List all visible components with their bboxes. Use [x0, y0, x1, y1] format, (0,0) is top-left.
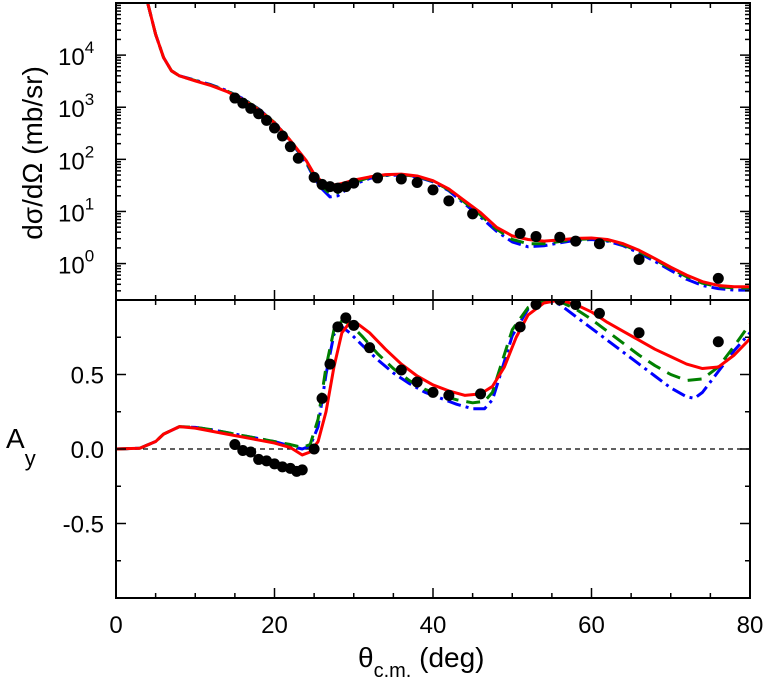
bottom-data-point: [514, 321, 526, 333]
top-data-point: [593, 238, 605, 250]
tick-exponent: 2: [85, 142, 94, 161]
top-data-point: [395, 173, 407, 185]
bottom-data-point: [411, 376, 423, 388]
top-y-tick-label: 104: [58, 38, 94, 71]
top-y-axis-title: dσ/dΩ (mb/sr): [17, 66, 48, 240]
tick-exponent: 3: [85, 90, 94, 109]
tick-base: 10: [58, 253, 85, 280]
bottom-solid-curve: [116, 300, 750, 457]
top-data-point: [284, 141, 296, 153]
bottom-data-point: [530, 300, 542, 310]
tick-base: 10: [58, 44, 85, 71]
tick-exponent: 0: [85, 247, 94, 266]
bottom-data-point: [427, 386, 439, 398]
x-tick-label: 0: [109, 612, 122, 639]
top-data-point: [633, 253, 645, 265]
bottom-data-point: [554, 300, 566, 306]
top-data-point: [467, 208, 479, 220]
bottom-data-point: [570, 300, 582, 310]
top-data-point: [269, 122, 280, 134]
axes: [115, 2, 751, 599]
bottom-data-point: [712, 336, 724, 348]
top-data-point: [348, 177, 360, 189]
x-title-main: θ: [358, 642, 374, 673]
axis-labels: 0 20 40 60 800.50.0-0.5100101102103104dσ/dΩ …: [6, 38, 763, 682]
x-tick-label: 40: [420, 612, 447, 639]
top-data-point: [253, 108, 265, 120]
bottom-data-point: [229, 439, 241, 451]
bottom-panel-curves: [116, 300, 750, 477]
x-title-unit: (deg): [411, 642, 484, 673]
top-data-point: [372, 172, 384, 184]
top-dash-dot-curve: [146, 3, 750, 292]
top-solid-curve: [146, 3, 750, 289]
bottom-data-point: [395, 364, 407, 376]
bottom-data-point: [475, 388, 487, 400]
y-title-main: A: [6, 423, 25, 454]
bottom-data-point: [316, 392, 328, 404]
top-panel-frame: [115, 2, 751, 301]
bottom-data-point: [296, 464, 308, 476]
bottom-y-tick-label: 0.0: [71, 437, 104, 464]
x-tick-label: 60: [578, 612, 605, 639]
top-data-point: [261, 114, 273, 126]
top-data-point: [427, 184, 439, 196]
top-data-point: [308, 171, 320, 183]
top-y-tick-label: 102: [58, 142, 94, 175]
top-data-point: [292, 152, 304, 164]
x-tick-label: 80: [737, 612, 764, 639]
x-tick-label: 20: [261, 612, 288, 639]
bottom-data-point: [332, 321, 344, 333]
top-y-tick-label: 101: [58, 194, 94, 227]
bottom-data-point: [364, 342, 376, 354]
tick-base: 10: [58, 148, 85, 175]
bottom-data-point: [443, 389, 455, 401]
top-dashed-curve: [146, 3, 750, 290]
bottom-data-point: [245, 446, 257, 458]
top-data-point: [712, 272, 724, 284]
bottom-data-point: [308, 443, 320, 455]
top-data-point: [411, 176, 423, 188]
top-data-point: [570, 235, 582, 247]
bottom-data-point: [348, 319, 360, 331]
bottom-data-point: [593, 307, 605, 319]
top-data-point: [514, 227, 526, 239]
bottom-data-point: [633, 327, 645, 339]
top-y-tick-label: 100: [58, 247, 94, 280]
y-title-subscript: y: [25, 446, 36, 471]
top-panel-curves: [146, 3, 750, 292]
top-data-point: [530, 231, 542, 243]
bottom-y-tick-label: -0.5: [63, 512, 104, 539]
top-data-point: [245, 102, 257, 114]
bottom-y-axis-title: Ay: [6, 423, 36, 471]
tick-base: 10: [58, 96, 85, 123]
top-y-tick-label: 103: [58, 90, 94, 123]
x-title-subscript: c.m.: [374, 660, 412, 682]
bottom-dash-dot-curve: [116, 300, 750, 451]
top-data-point: [443, 195, 455, 207]
bottom-data-point: [340, 312, 352, 324]
top-data-point: [276, 130, 288, 142]
tick-exponent: 1: [85, 194, 94, 213]
top-data-point: [554, 231, 566, 243]
x-axis-title: θc.m. (deg): [358, 642, 485, 682]
bottom-y-tick-label: 0.5: [71, 363, 104, 390]
tick-base: 10: [58, 200, 85, 227]
top-data-point: [237, 97, 249, 109]
tick-exponent: 4: [85, 38, 94, 57]
bottom-data-point: [324, 358, 336, 370]
top-data-point: [229, 92, 241, 104]
